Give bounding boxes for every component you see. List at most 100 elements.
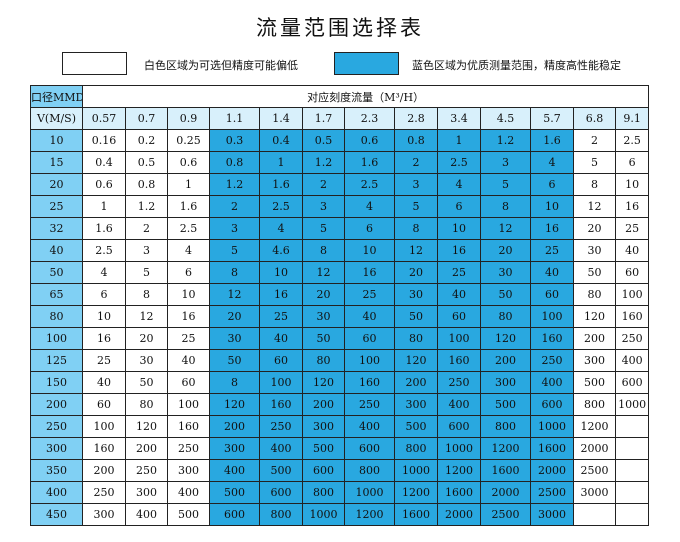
flow-cell: 2000 (530, 459, 574, 482)
flow-cell: 250 (125, 459, 168, 482)
flow-cell: 12 (573, 195, 616, 218)
flow-cell: 30 (209, 327, 260, 350)
flow-cell: 800 (394, 437, 438, 460)
flow-cell: 1.2 (125, 195, 168, 218)
flow-cell: 1600 (394, 503, 438, 526)
flow-cell: 60 (437, 305, 481, 328)
flow-cell: 6 (167, 261, 210, 284)
dn-cell: 40 (30, 239, 83, 262)
flow-cell (614, 415, 650, 438)
flow-cell: 60 (530, 283, 574, 306)
flow-cell: 1000 (614, 393, 650, 416)
velocity-header: 9.1 (614, 107, 650, 130)
span-header: 对应刻度流量（M³/H） (81, 85, 650, 108)
flow-cell: 250 (82, 481, 126, 504)
flow-cell: 4 (530, 151, 574, 174)
flow-cell: 40 (167, 349, 210, 372)
flow-cell: 60 (344, 327, 395, 350)
flow-cell: 1.6 (167, 195, 210, 218)
dn-cell: 300 (30, 437, 83, 460)
flow-cell: 40 (614, 239, 650, 262)
flow-cell: 16 (437, 239, 481, 262)
flow-cell: 30 (480, 261, 531, 284)
flow-cell: 25 (437, 261, 481, 284)
table-row: 32 1.6 2 2.5 3 4 5 6 8 10 12 16 20 25 (30, 217, 650, 240)
velocity-header: 0.57 (82, 107, 126, 130)
dn-cell: 15 (30, 151, 83, 174)
flow-cell: 400 (125, 503, 168, 526)
flow-cell: 50 (125, 371, 168, 394)
flow-cell: 6 (530, 173, 574, 196)
flow-cell: 600 (437, 415, 481, 438)
flow-cell: 2.5 (614, 129, 650, 152)
flow-cell: 2000 (480, 481, 531, 504)
flow-cell: 50 (480, 283, 531, 306)
flow-cell: 500 (480, 393, 531, 416)
flow-cell: 600 (614, 371, 650, 394)
flow-cell: 12 (209, 283, 260, 306)
flow-cell: 12 (480, 217, 531, 240)
flow-cell: 250 (344, 393, 395, 416)
flow-cell: 20 (480, 239, 531, 262)
flow-cell: 1600 (480, 459, 531, 482)
flow-cell: 5 (302, 217, 345, 240)
flow-cell: 1000 (437, 437, 481, 460)
flow-cell: 60 (259, 349, 303, 372)
flow-cell: 5 (209, 239, 260, 262)
flow-cell: 10 (437, 217, 481, 240)
flow-cell: 40 (82, 371, 126, 394)
flow-cell: 25 (82, 349, 126, 372)
flow-cell: 800 (480, 415, 531, 438)
flow-cell: 16 (167, 305, 210, 328)
legend-label-white: 白色区域为可选但精度可能偏低 (144, 59, 298, 72)
flow-cell: 200 (302, 393, 345, 416)
flow-cell: 25 (259, 305, 303, 328)
flow-cell: 40 (259, 327, 303, 350)
flow-cell: 0.5 (125, 151, 168, 174)
flow-cell: 3 (209, 217, 260, 240)
flow-cell: 1 (259, 151, 303, 174)
dn-cell: 450 (30, 503, 83, 526)
flow-cell: 2 (394, 151, 438, 174)
dn-cell: 20 (30, 173, 83, 196)
flow-cell: 2500 (530, 481, 574, 504)
flow-cell: 160 (259, 393, 303, 416)
flow-cell: 50 (302, 327, 345, 350)
flow-cell: 30 (302, 305, 345, 328)
flow-cell: 12 (302, 261, 345, 284)
flow-cell: 200 (82, 459, 126, 482)
flow-cell: 300 (167, 459, 210, 482)
flow-cell: 800 (344, 459, 395, 482)
flow-cell: 400 (437, 393, 481, 416)
flow-cell: 1000 (302, 503, 345, 526)
velocity-row: V(M/S) 0.57 0.7 0.9 1.1 1.4 1.7 2.3 2.8 3.4 4.5 5.… (30, 107, 650, 130)
flow-cell: 80 (480, 305, 531, 328)
flow-cell: 0.6 (167, 151, 210, 174)
legend-swatch-white (62, 52, 127, 75)
flow-cell: 2.5 (437, 151, 481, 174)
flow-cell: 1200 (573, 415, 616, 438)
flow-cell: 2.5 (82, 239, 126, 262)
flow-cell: 60 (167, 371, 210, 394)
flow-cell: 1 (437, 129, 481, 152)
flow-cell: 100 (167, 393, 210, 416)
flow-cell: 5 (394, 195, 438, 218)
table-row: 350 200 250 300 400 500 600 800 1000 1200 1600 2000… (30, 459, 650, 482)
flow-cell: 20 (125, 327, 168, 350)
dn-cell: 100 (30, 327, 83, 350)
velocity-header: 0.9 (167, 107, 210, 130)
dn-cell: 350 (30, 459, 83, 482)
flow-cell (573, 503, 616, 526)
flow-cell: 1.6 (82, 217, 126, 240)
flow-cell: 160 (437, 349, 481, 372)
velocity-header: 1.7 (302, 107, 345, 130)
flow-cell: 250 (614, 327, 650, 350)
flow-cell: 4 (259, 217, 303, 240)
flow-cell: 80 (394, 327, 438, 350)
flow-cell: 200 (480, 349, 531, 372)
flow-cell: 0.25 (167, 129, 210, 152)
flow-cell: 2 (302, 173, 345, 196)
flow-cell (614, 459, 650, 482)
flow-cell: 30 (573, 239, 616, 262)
flow-cell: 40 (437, 283, 481, 306)
